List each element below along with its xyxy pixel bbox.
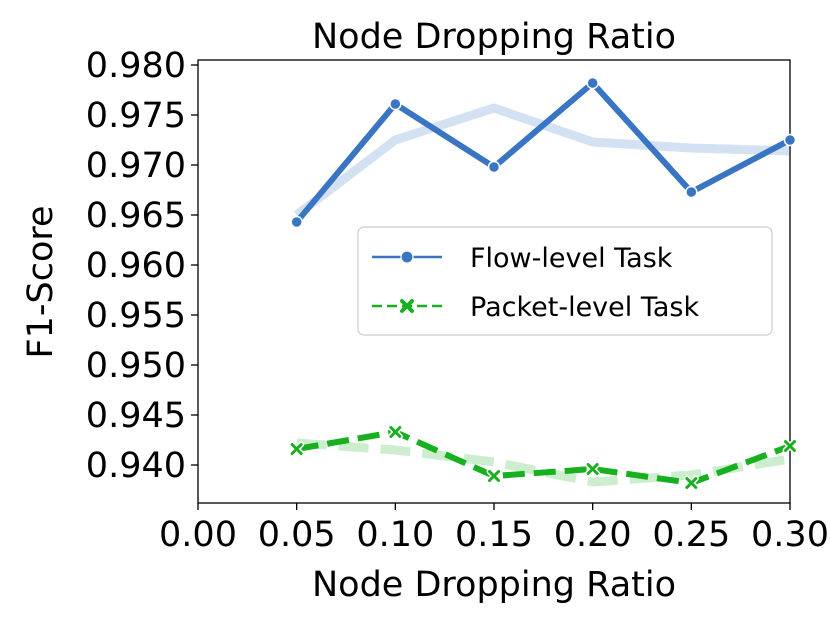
y-tick-label: 0.940 (86, 446, 186, 486)
legend-marker (400, 299, 414, 313)
x-tick-label: 0.25 (652, 515, 730, 555)
y-axis-label: F1-Score (21, 205, 61, 358)
series-1-point (289, 441, 305, 457)
y-tick-label: 0.955 (86, 296, 186, 336)
legend-box (357, 226, 773, 336)
series-0-point (487, 160, 501, 174)
legend: Flow-level Task Packet-level Task (357, 226, 773, 336)
series-1-point (782, 438, 798, 454)
series-0-point (389, 97, 402, 111)
x-tick-label: 0.05 (258, 515, 336, 555)
legend-marker (400, 250, 414, 264)
x-axis-ticks: 0.00 0.05 0.10 0.15 0.20 0.25 0.30 (159, 503, 829, 555)
series-1-point (683, 475, 699, 491)
series-0-line (294, 80, 792, 224)
plot-area (197, 59, 798, 504)
series-1-point (585, 461, 601, 477)
legend-item-1: Packet-level Task (372, 292, 699, 323)
y-tick-label: 0.975 (86, 96, 186, 136)
y-tick-label: 0.970 (86, 146, 186, 186)
y-tick-label: 0.980 (86, 46, 186, 86)
y-tick-label: 0.950 (86, 346, 186, 386)
x-tick-label: 0.20 (554, 515, 632, 555)
legend-entries: Flow-level Task Packet-level Task (372, 243, 699, 323)
y-tick-label: 0.945 (86, 396, 186, 436)
y-axis-ticks: 0.940 0.945 0.950 0.955 0.960 0.965 0.970 0.975… (86, 46, 198, 486)
series-1-line (296, 429, 792, 486)
x-tick-label: 0.00 (159, 515, 237, 555)
x-tick-label: 0.15 (455, 515, 533, 555)
x-tick-label: 0.30 (751, 515, 829, 555)
y-tick-label: 0.960 (86, 246, 186, 286)
legend-label: Flow-level Task (470, 243, 673, 274)
series-layer (289, 76, 798, 491)
legend-item-0: Flow-level Task (372, 243, 673, 274)
series-0-point (685, 185, 698, 199)
legend-label: Packet-level Task (470, 292, 699, 323)
x-tick-label: 0.10 (356, 515, 434, 555)
series-1-point (387, 424, 403, 440)
x-axis-label: Node Dropping Ratio (312, 565, 676, 605)
series-0-point (783, 133, 797, 147)
chart-title: Node Dropping Ratio (312, 17, 676, 57)
series-1-point (486, 468, 502, 484)
series-0-point (586, 76, 599, 90)
series-1-smoothed-band (296, 438, 791, 487)
y-tick-label: 0.965 (86, 196, 186, 236)
series-0-point (290, 215, 303, 229)
